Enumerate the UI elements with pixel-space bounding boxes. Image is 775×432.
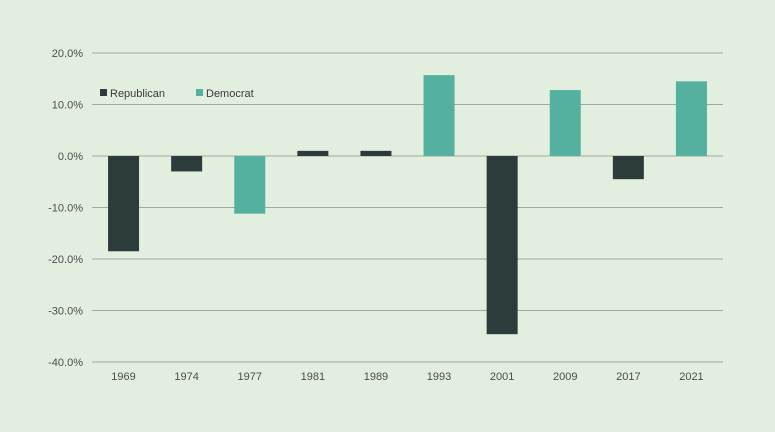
legend-swatch-republican	[100, 89, 107, 96]
y-tick-label: -40.0%	[48, 357, 83, 369]
x-tick-label: 1977	[238, 371, 262, 383]
bar-2009	[549, 90, 581, 156]
bar-1969	[108, 156, 140, 252]
bar-2001	[486, 156, 518, 335]
x-tick-label: 1989	[364, 371, 388, 383]
bar-1974	[171, 156, 203, 172]
x-tick-label: 2017	[616, 371, 640, 383]
x-tick-label: 2021	[679, 371, 703, 383]
x-tick-label: 1993	[427, 371, 451, 383]
x-tick-label: 1974	[174, 371, 198, 383]
bar-1993	[423, 75, 455, 156]
y-tick-label: 20.0%	[52, 48, 83, 60]
y-tick-label: -20.0%	[48, 254, 83, 266]
x-tick-label: 2009	[553, 371, 577, 383]
y-axis-ticks: 20.0% 10.0% 0.0% -10.0% -20.0% -30.0% -40.0%	[48, 48, 83, 369]
legend-swatch-democrat	[196, 89, 203, 96]
y-tick-label: -30.0%	[48, 306, 83, 318]
bar-1989	[360, 150, 392, 156]
bar-2021	[675, 81, 707, 156]
y-tick-label: 10.0%	[52, 100, 83, 112]
bar-2017	[612, 156, 644, 180]
y-tick-label: -10.0%	[48, 203, 83, 215]
gridlines	[92, 52, 723, 363]
x-axis-ticks: 1969 1974 1977 1981 1989 1993 2001 2009 2017 2021	[111, 371, 703, 383]
legend: Republican Democrat	[100, 88, 254, 100]
legend-label-democrat: Democrat	[206, 88, 254, 100]
y-tick-label: 0.0%	[58, 151, 83, 163]
x-tick-label: 2001	[490, 371, 514, 383]
bar-1977	[234, 156, 266, 214]
x-tick-label: 1969	[111, 371, 135, 383]
bars	[108, 75, 707, 335]
x-tick-label: 1981	[301, 371, 325, 383]
bar-1981	[297, 150, 329, 156]
legend-label-republican: Republican	[110, 88, 165, 100]
